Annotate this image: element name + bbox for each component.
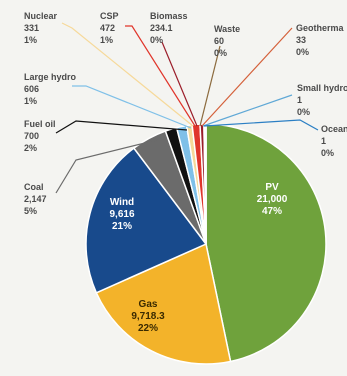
label-name: PV (265, 182, 279, 193)
label-percent: 1% (24, 96, 37, 106)
label-value: 472 (100, 23, 115, 33)
label-ocean: Ocean 1 0% (321, 124, 347, 158)
label-percent: 21% (112, 221, 132, 232)
leader-line (125, 25, 196, 127)
label-geothermal: Geotherma 33 0% (296, 23, 345, 57)
label-name: Biomass (150, 11, 188, 21)
label-percent: 22% (138, 323, 158, 334)
label-waste: Waste 60 0% (214, 24, 240, 58)
label-name: Wind (110, 197, 134, 208)
label-percent: 1% (100, 35, 113, 45)
leader-line (202, 94, 293, 127)
label-value: 9,718.3 (131, 311, 165, 322)
label-value: 33 (296, 35, 306, 45)
leader-line (201, 27, 293, 127)
label-biomass: Biomass 234.1 0% (150, 11, 188, 45)
leader-line (203, 119, 319, 131)
label-nuclear: Nuclear 331 1% (24, 11, 58, 45)
label-percent: 1% (24, 35, 37, 45)
slice-pv (205, 123, 327, 363)
label-fuel-oil: Fuel oil 700 2% (24, 119, 56, 153)
label-name: Large hydro (24, 72, 77, 82)
leader-line (199, 45, 221, 127)
pie-slices (85, 123, 327, 365)
label-value: 331 (24, 23, 39, 33)
label-name: Coal (24, 182, 44, 192)
label-name: Small hydro (297, 83, 347, 93)
slice-gas (95, 242, 232, 365)
label-percent: 0% (150, 35, 163, 45)
label-name: Gas (139, 299, 158, 310)
label-name: CSP (100, 11, 119, 21)
label-large-hydro: Large hydro 606 1% (24, 72, 77, 106)
leader-lines (55, 22, 319, 194)
label-name: Fuel oil (24, 119, 56, 129)
label-percent: 5% (24, 206, 37, 216)
label-value: 700 (24, 131, 39, 141)
label-value: 234.1 (150, 23, 173, 33)
label-name: Nuclear (24, 11, 58, 21)
label-percent: 2% (24, 143, 37, 153)
label-value: 60 (214, 36, 224, 46)
leader-line (55, 120, 188, 134)
leader-line (55, 137, 166, 194)
slice-wind (85, 147, 208, 294)
label-percent: 0% (214, 48, 227, 58)
label-value: 1 (321, 136, 326, 146)
label-value: 1 (297, 95, 302, 105)
label-small-hydro: Small hydro 1 0% (297, 83, 347, 117)
label-percent: 0% (321, 148, 334, 158)
label-value: 606 (24, 84, 39, 94)
label-name: Geotherma (296, 23, 345, 33)
label-coal: Coal 2,147 5% (24, 182, 47, 216)
label-percent: 47% (262, 206, 282, 217)
label-csp: CSP 472 1% (100, 11, 119, 45)
label-percent: 0% (297, 107, 310, 117)
label-value: 21,000 (257, 194, 288, 205)
label-percent: 0% (296, 47, 309, 57)
leader-line (61, 22, 194, 127)
leader-line (161, 41, 198, 127)
leader-line (72, 85, 192, 129)
label-value: 9,616 (109, 209, 134, 220)
label-name: Ocean (321, 124, 347, 134)
label-value: 2,147 (24, 194, 47, 204)
label-name: Waste (214, 24, 240, 34)
